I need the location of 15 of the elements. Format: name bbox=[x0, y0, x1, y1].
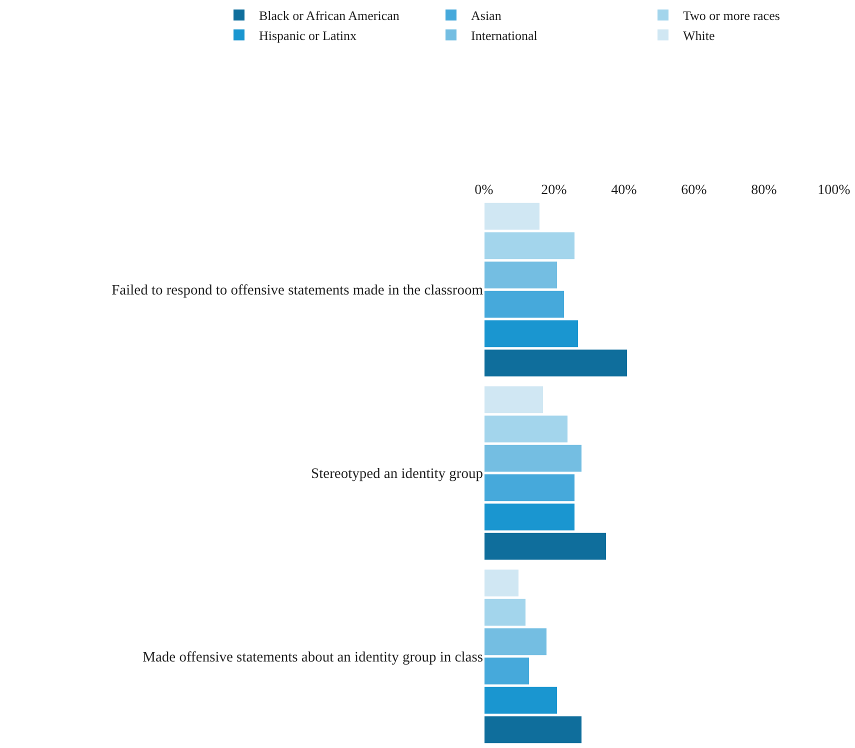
legend-label: International bbox=[471, 28, 538, 43]
legend-label: Hispanic or Latinx bbox=[259, 28, 357, 43]
y-tick-label: Failed to respond to offensive statements made in the classroom bbox=[112, 282, 484, 299]
x-tick-label: 60% bbox=[681, 183, 708, 198]
legend-label: White bbox=[683, 28, 715, 43]
y-tick-label: Stereotyped an identity group bbox=[311, 466, 483, 482]
y-tick-label: Made offensive statements about an identity group in class bbox=[142, 649, 484, 666]
x-tick-label: 20% bbox=[541, 183, 568, 198]
x-tick-label: 0% bbox=[474, 183, 494, 198]
x-tick-label: 80% bbox=[751, 183, 778, 198]
legend-label: Two or more races bbox=[683, 8, 780, 24]
legend-label: Black or African American bbox=[259, 8, 400, 24]
x-tick-label: 100% bbox=[818, 183, 851, 198]
x-tick-label: 40% bbox=[611, 183, 638, 198]
legend-label: Asian bbox=[471, 8, 502, 24]
